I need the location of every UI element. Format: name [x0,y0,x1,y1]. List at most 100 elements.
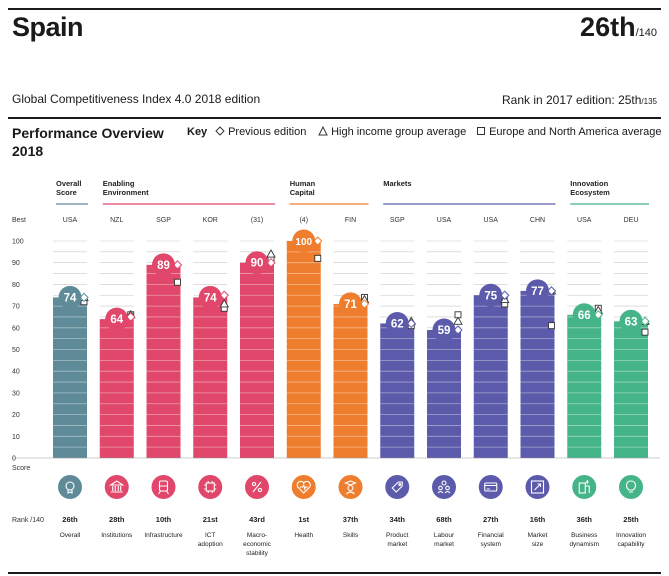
score-bar [567,314,602,458]
pillar-column: USA 74 26th Overall [53,217,89,539]
rank-label: Rank /140 [12,517,44,524]
previous-rank: Rank in 2017 edition: 25th/135 [502,93,657,107]
pillar-rank: 16th [530,515,546,524]
score-bubble [198,285,222,309]
bottom-rule [8,572,661,574]
best-economy-label: USA [484,217,499,224]
square-icon [477,127,485,135]
triangle-icon [318,125,328,136]
pillar-label: Infrastructure [144,532,183,539]
y-tick-label: 60 [12,325,20,332]
overview-title: Performance Overview 2018 [12,124,164,160]
pillar-rank: 28th [109,515,125,524]
pillar-label: ICT [205,532,216,539]
y-tick-label: 30 [12,390,20,397]
best-economy-label: KOR [203,217,218,224]
score-bar [193,297,228,458]
europe-average-marker [548,322,555,330]
rank-value: 26th [580,12,636,42]
pillar-label: market [434,541,454,548]
pillar-column: FIN 71 37th Skills [333,217,370,539]
pillar-label: stability [246,550,268,557]
score-bar [333,303,368,458]
group-header-line1: Overall [56,179,81,188]
group-header-line1: Human [290,179,316,188]
key-europe: Europe and North America average [476,126,662,138]
group-header-line2: Environment [103,188,149,197]
best-economy-label: CHN [530,217,545,224]
score-bar [146,264,181,458]
pillar-label: Skills [343,532,359,539]
pillar-label: system [480,541,501,548]
section-rule [8,117,661,119]
pillar-column: DEU 63 25th Innovation capability [614,217,650,548]
index-title: Global Competitiveness Index 4.0 2018 ed… [12,92,261,106]
institutions-icon [104,475,129,499]
pillar-label: dynamism [569,541,599,548]
overview-title-line1: Performance Overview [12,125,164,141]
best-economy-label: NZL [110,217,123,224]
score-value: 77 [531,286,544,298]
y-tick-label: 20 [12,412,20,419]
key-label: Key [187,126,208,138]
best-economy-label: USA [577,217,592,224]
group-header-line2: Ecosystem [570,188,610,197]
pillar-label: economic [243,541,272,548]
previous-edition-marker [126,312,136,322]
tag-icon [385,475,410,499]
pillar-rank: 27th [483,515,499,524]
rank-total: /140 [635,27,657,39]
high-income-marker [219,299,230,308]
y-tick-label: 80 [12,282,20,289]
pillar-label: Product [386,532,409,539]
europe-average-marker [314,254,322,262]
score-bubble [526,279,549,303]
medal-icon [58,475,82,499]
pillar-rank: 34th [390,515,406,524]
pillar-column: (31) 90 43rd Macro-economic stability [240,217,276,557]
y-tick-label: 50 [12,347,20,354]
pillar-rank: 21st [203,515,219,524]
pillar-label: Financial [478,532,505,539]
y-tick-label: 70 [12,304,20,311]
top-rule [8,8,661,10]
previous-rank-total: /135 [641,97,657,106]
y-tick-label: 40 [12,369,20,376]
score-bubble [339,292,362,316]
score-value: 90 [251,258,264,270]
people-icon [432,475,456,499]
best-economy-label: (31) [251,217,263,224]
pillar-label: Innovation [616,532,646,539]
pillar-column: USA 66 36th Business dynamism [567,217,604,548]
score-bar [520,290,555,458]
europe-average-marker [174,278,181,286]
pillar-rank: 26th [62,515,78,524]
pillar-rank: 1st [298,515,309,524]
score-value: 75 [484,290,497,302]
pillar-column: NZL 64 28th Institutions [99,217,136,539]
group-header-line2: Capital [290,188,315,197]
pillar-rank: 10th [156,515,172,524]
best-economy-label: USA [437,217,452,224]
score-bubble [385,311,409,335]
score-value: 74 [204,292,217,304]
overview-title-line2: 2018 [12,143,44,159]
score-bubble [58,285,82,309]
score-value: 59 [438,325,451,337]
diamond-icon [215,126,225,136]
key-previous-edition: Previous edition [215,126,306,138]
score-bar [614,321,648,458]
pillar-label: Market [528,532,548,539]
pillar-column: USA 59 68th Labour market [427,217,463,548]
pillar-rank: 43rd [249,515,265,524]
pillar-column: SGP 89 10th Infrastructure [144,217,183,539]
pillar-label: Macro- [247,532,267,539]
score-value: 89 [157,260,170,272]
score-bar [380,323,415,458]
best-label: Best [12,217,26,224]
score-value: 63 [625,316,638,328]
pillar-column: USA 75 27th Financial system [473,217,510,548]
pillar-column: CHN 77 16th Market size [520,217,557,548]
building-icon [572,475,597,499]
score-bar [240,262,274,458]
